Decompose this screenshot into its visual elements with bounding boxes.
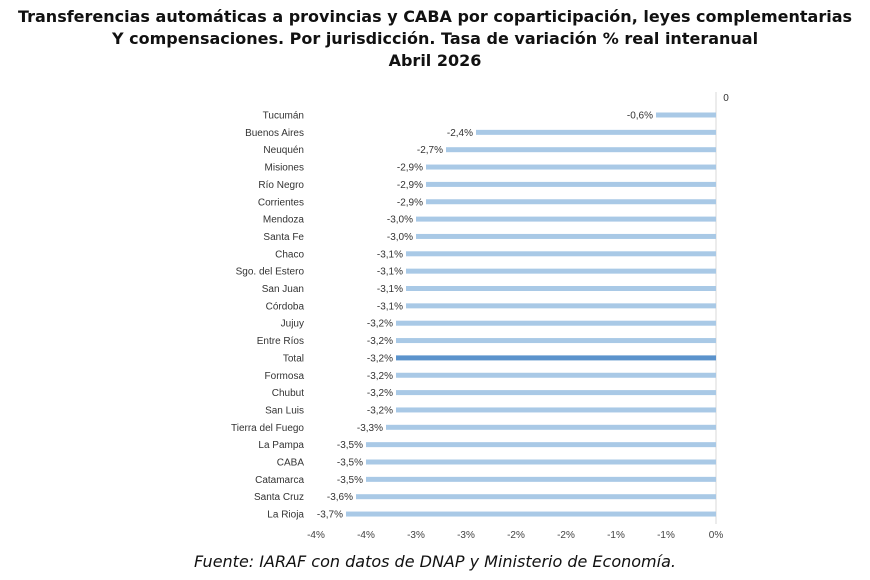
chart-title-line-1: Transferencias automáticas a provincias … xyxy=(17,7,853,26)
data-label-formosa: -3,2% xyxy=(367,371,393,382)
data-label-san-luis: -3,2% xyxy=(367,405,393,416)
x-tick-label: -1% xyxy=(607,530,625,541)
category-label-tucuman: Tucumán xyxy=(263,111,304,122)
category-label-santa-fe: Santa Fe xyxy=(263,232,304,243)
x-tick-label: -4% xyxy=(307,530,325,541)
bar-la-rioja xyxy=(346,511,716,517)
category-label-misiones: Misiones xyxy=(265,163,304,174)
data-label-san-juan: -3,1% xyxy=(377,284,403,295)
top-axis-label: 0 xyxy=(723,93,729,104)
bar-entre-rios xyxy=(396,338,716,344)
category-label-total: Total xyxy=(283,353,304,364)
bar-mendoza xyxy=(416,216,716,222)
data-label-mendoza: -3,0% xyxy=(387,215,413,226)
data-label-santa-cruz: -3,6% xyxy=(327,492,353,503)
category-label-chaco: Chaco xyxy=(275,249,304,260)
category-label-entre-rios: Entre Ríos xyxy=(257,336,304,347)
data-label-neuquen: -2,7% xyxy=(417,145,443,156)
data-label-santa-fe: -3,0% xyxy=(387,232,413,243)
bar-formosa xyxy=(396,372,716,378)
chart-title-line-2: Y compensaciones. Por jurisdicción. Tasa… xyxy=(111,29,759,48)
x-tick-label: -3% xyxy=(457,530,475,541)
category-label-sgo-del-estero: Sgo. del Estero xyxy=(236,267,305,278)
data-label-caba: -3,5% xyxy=(337,458,363,469)
bar-la-pampa xyxy=(366,442,716,448)
category-label-la-pampa: La Pampa xyxy=(258,440,304,451)
bar-chaco xyxy=(406,251,716,257)
category-label-santa-cruz: Santa Cruz xyxy=(254,492,304,503)
data-label-chaco: -3,1% xyxy=(377,249,403,260)
bar-sgo-del-estero xyxy=(406,268,716,274)
bar-tierra-del-fuego xyxy=(386,424,716,430)
bar-cordoba xyxy=(406,303,716,309)
data-label-tierra-del-fuego: -3,3% xyxy=(357,423,383,434)
x-tick-label: -1% xyxy=(657,530,675,541)
data-label-tucuman: -0,6% xyxy=(627,111,653,122)
category-label-cordoba: Córdoba xyxy=(266,301,305,312)
category-label-la-rioja: La Rioja xyxy=(267,510,304,521)
bar-buenos-aires xyxy=(476,129,716,135)
bar-misiones xyxy=(426,164,716,170)
data-label-jujuy: -3,2% xyxy=(367,319,393,330)
chart-title-line-3: Abril 2026 xyxy=(388,51,482,70)
category-label-caba: CABA xyxy=(277,458,305,469)
data-label-entre-rios: -3,2% xyxy=(367,336,393,347)
bar-catamarca xyxy=(366,476,716,482)
bar-tucuman xyxy=(656,112,716,118)
bar-caba xyxy=(366,459,716,465)
x-tick-label: -2% xyxy=(557,530,575,541)
bar-chubut xyxy=(396,390,716,396)
data-label-catamarca: -3,5% xyxy=(337,475,363,486)
bar-jujuy xyxy=(396,320,716,326)
data-label-buenos-aires: -2,4% xyxy=(447,128,473,139)
category-label-san-luis: San Luis xyxy=(265,405,304,416)
bar-san-juan xyxy=(406,286,716,291)
category-label-chubut: Chubut xyxy=(272,388,304,399)
category-label-neuquen: Neuquén xyxy=(263,145,304,156)
bar-rio-negro xyxy=(426,181,716,187)
category-label-san-juan: San Juan xyxy=(262,284,304,295)
data-label-corrientes: -2,9% xyxy=(397,197,423,208)
bar-neuquen xyxy=(446,147,716,153)
x-tick-label: -3% xyxy=(407,530,425,541)
category-label-rio-negro: Río Negro xyxy=(258,180,304,191)
bar-santa-fe xyxy=(416,233,716,239)
x-tick-label: 0% xyxy=(709,530,724,541)
category-label-corrientes: Corrientes xyxy=(258,197,304,208)
x-tick-label: -4% xyxy=(357,530,375,541)
data-label-la-rioja: -3,7% xyxy=(317,510,343,521)
bar-san-luis xyxy=(396,407,716,413)
category-label-jujuy: Jujuy xyxy=(281,319,304,330)
bar-corrientes xyxy=(426,199,716,205)
category-label-buenos-aires: Buenos Aires xyxy=(245,128,304,139)
category-label-tierra-del-fuego: Tierra del Fuego xyxy=(231,423,304,434)
category-label-formosa: Formosa xyxy=(265,371,305,382)
source-note: Fuente: IARAF con datos de DNAP y Minist… xyxy=(194,552,676,571)
category-label-catamarca: Catamarca xyxy=(255,475,304,486)
bar-santa-cruz xyxy=(356,494,716,500)
chart-title: Transferencias automáticas a provincias … xyxy=(0,6,870,72)
data-label-la-pampa: -3,5% xyxy=(337,440,363,451)
bar-total xyxy=(396,355,716,361)
data-label-total: -3,2% xyxy=(367,353,393,364)
data-label-cordoba: -3,1% xyxy=(377,301,403,312)
data-label-rio-negro: -2,9% xyxy=(397,180,423,191)
data-label-chubut: -3,2% xyxy=(367,388,393,399)
data-label-sgo-del-estero: -3,1% xyxy=(377,267,403,278)
data-label-misiones: -2,9% xyxy=(397,163,423,174)
x-tick-label: -2% xyxy=(507,530,525,541)
category-label-mendoza: Mendoza xyxy=(263,215,305,226)
